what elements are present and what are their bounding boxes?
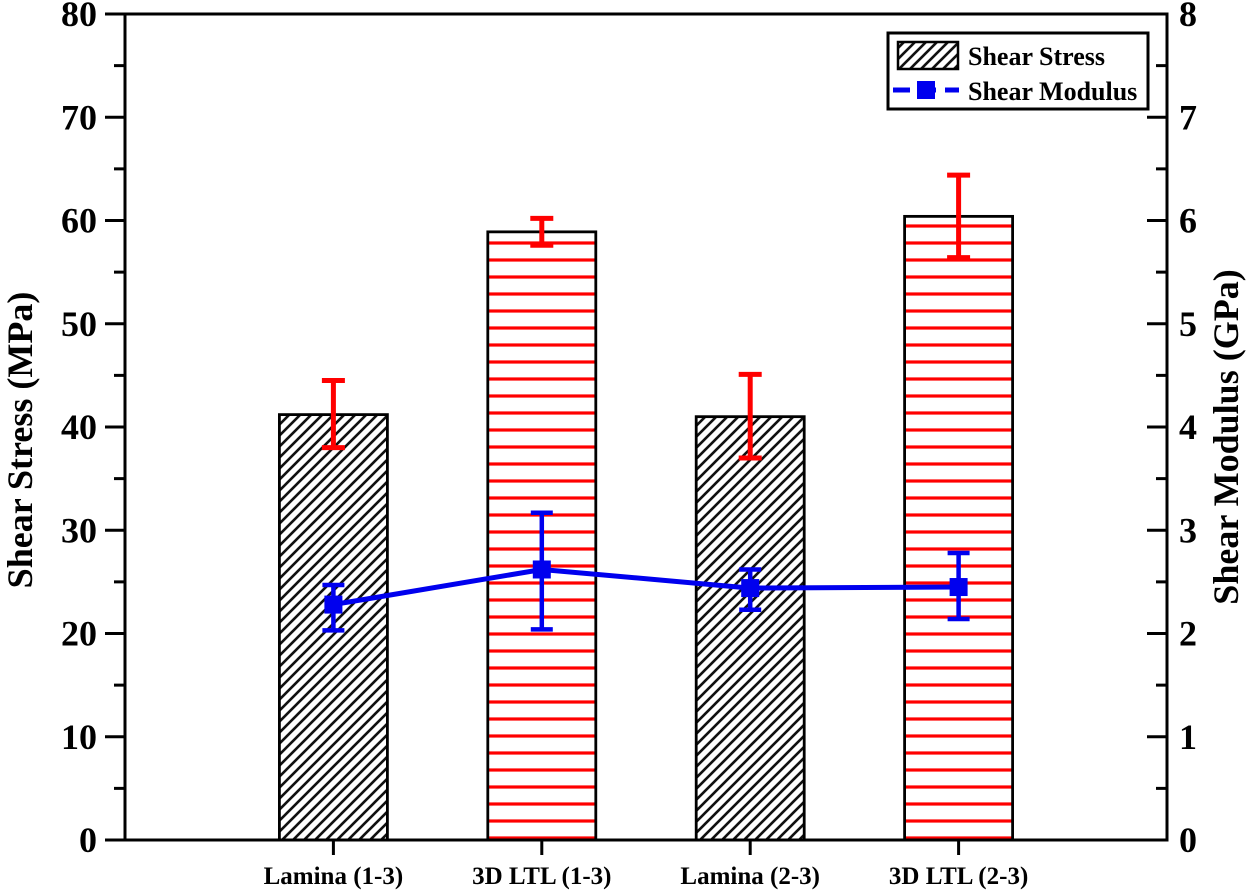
right-tick-label: 3: [1179, 510, 1197, 550]
left-tick-label: 30: [61, 510, 97, 550]
left-tick-label: 60: [61, 201, 97, 241]
x-category-label: Lamina (1-3): [264, 863, 404, 890]
right-tick-label: 2: [1179, 614, 1197, 654]
bar-shear-stress-3: [903, 214, 1014, 842]
left-tick-label: 40: [61, 407, 97, 447]
legend-label-shear-modulus: Shear Modulus: [968, 77, 1137, 106]
left-tick-label: 0: [79, 820, 97, 860]
left-tick-label: 70: [61, 97, 97, 137]
left-tick-label: 10: [61, 717, 97, 757]
right-tick-label: 8: [1179, 0, 1197, 34]
modulus-marker-3: [949, 578, 968, 597]
modulus-marker-0: [324, 595, 343, 614]
legend: Shear Stress Shear Modulus: [886, 31, 1150, 111]
left-axis-title: Shear Stress (MPa): [0, 292, 40, 589]
right-tick-label: 5: [1179, 304, 1197, 344]
stress-errorbars-layer: [321, 172, 971, 461]
modulus-marker-2: [741, 579, 760, 598]
right-tick-label: 4: [1179, 407, 1197, 447]
left-tick-label: 80: [61, 0, 97, 34]
right-tick-label: 0: [1179, 820, 1197, 860]
modulus-marker-1: [532, 560, 551, 579]
right-tick-label: 6: [1179, 201, 1197, 241]
bar-shear-stress-2: [694, 415, 806, 842]
x-category-label: 3D LTL (2-3): [889, 863, 1028, 890]
stress-errorbar-3: [947, 172, 971, 261]
bars-layer: [277, 214, 1014, 842]
left-tick-label: 50: [61, 304, 97, 344]
stress-errorbar-1: [530, 215, 554, 248]
legend-label-shear-stress: Shear Stress: [968, 42, 1105, 71]
right-tick-label: 7: [1179, 97, 1197, 137]
left-tick-label: 20: [61, 614, 97, 654]
stress-errorbar-2: [738, 371, 762, 461]
modulus-markers-layer: [324, 560, 968, 614]
modulus-errorbars-layer: [322, 510, 970, 633]
x-category-label: Lamina (2-3): [680, 863, 820, 890]
modulus-line-layer: [332, 566, 959, 608]
legend-swatch-shear-stress: [896, 40, 960, 71]
modulus-line: [332, 566, 959, 608]
x-category-label: 3D LTL (1-3): [472, 863, 611, 890]
stress-errorbar-0: [321, 378, 345, 451]
right-tick-label: 1: [1179, 717, 1197, 757]
right-axis-title: Shear Modulus (GPa): [1206, 269, 1246, 604]
axes-layer: [105, 12, 1169, 855]
legend-marker-shear-modulus: [917, 81, 935, 99]
